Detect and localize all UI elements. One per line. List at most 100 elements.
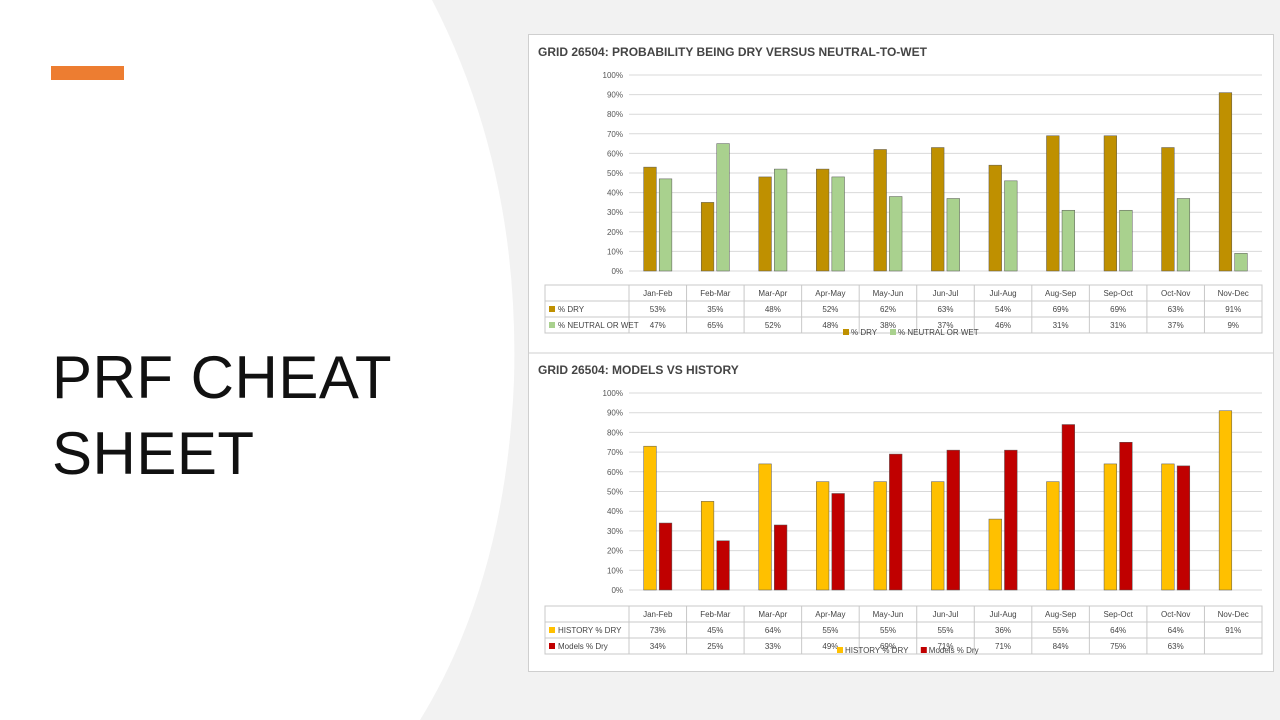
chart-0-bar-a (873, 149, 887, 272)
chart-0-bar-b (1176, 198, 1191, 272)
chart-0-legend-label: % DRY (851, 328, 878, 337)
chart-0-title: GRID 26504: PROBABILITY BEING DRY VERSUS… (538, 45, 928, 59)
slide-title-line-2: SHEET (52, 420, 255, 487)
chart-0-y-tick: 10% (607, 247, 623, 256)
chart-0-bar-a (931, 147, 945, 272)
chart-0-data-label: 63% (937, 305, 953, 314)
chart-1-x-tick: Oct-Nov (1161, 610, 1190, 619)
chart-0-data-label: 35% (707, 305, 723, 314)
accent-bar (51, 66, 124, 80)
chart-0-table-swatch (549, 306, 555, 312)
chart-1-y-tick: 30% (607, 527, 623, 536)
chart-1-legend-label: Models % Dry (929, 646, 979, 655)
chart-0-data-label: 53% (650, 305, 666, 314)
chart-1-y-tick: 40% (607, 507, 623, 516)
chart-1-bar-a (700, 501, 715, 591)
chart-0-y-tick: 50% (607, 169, 623, 178)
chart-1-data-label: 49% (822, 642, 838, 651)
chart-1-data-label: 84% (1053, 642, 1069, 651)
chart-1-bar-b (1004, 449, 1018, 591)
chart-0-bar-a (1218, 92, 1233, 272)
chart-1-data-label: 64% (765, 626, 781, 635)
chart-0-y-tick: 70% (607, 130, 623, 139)
chart-0-y-tick: 90% (607, 91, 623, 100)
chart-1-x-tick: Sep-Oct (1103, 610, 1133, 619)
chart-0-bar-b (1119, 209, 1133, 272)
chart-0-table-swatch (549, 322, 555, 328)
chart-1-y-tick: 70% (607, 448, 623, 457)
chart-1-data-label: 71% (995, 642, 1011, 651)
chart-0-bar-a (700, 202, 715, 272)
chart-1-bar-a (988, 518, 1002, 591)
chart-1-bar-a (873, 481, 887, 591)
chart-1-y-tick: 50% (607, 488, 623, 497)
chart-1-bar-a (758, 463, 772, 591)
chart-1-data-label: 55% (937, 626, 953, 635)
chart-image-panel: GRID 26504: PROBABILITY BEING DRY VERSUS… (528, 34, 1274, 672)
chart-0-bar-b (831, 176, 845, 272)
chart-0-bar-b (889, 196, 903, 272)
chart-0-x-tick: Nov-Dec (1218, 289, 1249, 298)
chart-0-bar-b (1061, 209, 1075, 272)
chart-0-data-label: 54% (995, 305, 1011, 314)
chart-0-bar-a (643, 166, 657, 272)
chart-1-legend-label: HISTORY % DRY (845, 646, 909, 655)
chart-1-y-tick: 60% (607, 468, 623, 477)
chart-0-table-series-name: % DRY (558, 305, 585, 314)
chart-1-data-label: 63% (1168, 642, 1184, 651)
chart-1-bar-b (1176, 465, 1191, 591)
chart-1-bar-b (831, 493, 845, 591)
chart-0-data-label: 31% (1053, 321, 1069, 330)
chart-1-bar-b (889, 453, 903, 591)
chart-0-data-label: 69% (1110, 305, 1126, 314)
chart-1-x-tick: Nov-Dec (1218, 610, 1249, 619)
chart-1-data-label: 33% (765, 642, 781, 651)
chart-1-data-label: 55% (880, 626, 896, 635)
chart-0-y-tick: 30% (607, 208, 623, 217)
chart-1-y-tick: 10% (607, 566, 623, 575)
chart-0-data-label: 62% (880, 305, 896, 314)
chart-1-bar-b (716, 540, 730, 591)
chart-0-legend-swatch (843, 329, 849, 335)
chart-0-data-label: 69% (1053, 305, 1069, 314)
chart-0-bar-b (774, 168, 788, 272)
chart-1-table-swatch (549, 627, 555, 633)
chart-1-x-tick: Jan-Feb (643, 610, 673, 619)
chart-0-data-label: 63% (1168, 305, 1184, 314)
chart-1-data-label: 71% (937, 642, 953, 651)
chart-1-bar-a (1161, 463, 1175, 591)
chart-1-data-label: 34% (650, 642, 666, 651)
chart-1-bar-b (1119, 442, 1133, 591)
chart-1-data-label: 55% (1053, 626, 1069, 635)
chart-0-bar-a (816, 168, 830, 272)
chart-0-y-tick: 20% (607, 228, 623, 237)
chart-0-data-label: 65% (707, 321, 723, 330)
chart-0-x-tick: Mar-Apr (758, 289, 787, 298)
slide-title-line-1: PRF CHEAT (52, 344, 393, 411)
chart-0-x-tick: Jan-Feb (643, 289, 673, 298)
chart-1-bar-b (946, 449, 960, 591)
chart-1-table-series-name: Models % Dry (558, 642, 608, 651)
chart-1-bar-a (816, 481, 830, 591)
chart-1-table-series-name: HISTORY % DRY (558, 626, 622, 635)
chart-1-y-tick: 100% (603, 389, 623, 398)
chart-0-bar-b (1004, 180, 1018, 272)
chart-0-y-tick: 60% (607, 149, 623, 158)
chart-0-x-tick: Feb-Mar (700, 289, 731, 298)
chart-0-bar-b (658, 178, 673, 272)
chart-0-data-label: 38% (880, 321, 896, 330)
chart-0-bar-a (988, 164, 1002, 272)
chart-1-data-label: 25% (707, 642, 723, 651)
chart-0-data-label: 47% (650, 321, 666, 330)
chart-0-x-tick: Apr-May (815, 289, 845, 298)
chart-1-y-tick: 20% (607, 547, 623, 556)
chart-1-x-tick: Mar-Apr (758, 610, 787, 619)
chart-1-data-label: 75% (1110, 642, 1126, 651)
chart-0-y-tick: 0% (611, 267, 623, 276)
chart-0-legend-swatch (890, 329, 896, 335)
chart-1-legend-swatch (837, 647, 843, 653)
chart-1-title: GRID 26504: MODELS VS HISTORY (538, 363, 739, 377)
chart-0-data-label: 46% (995, 321, 1011, 330)
